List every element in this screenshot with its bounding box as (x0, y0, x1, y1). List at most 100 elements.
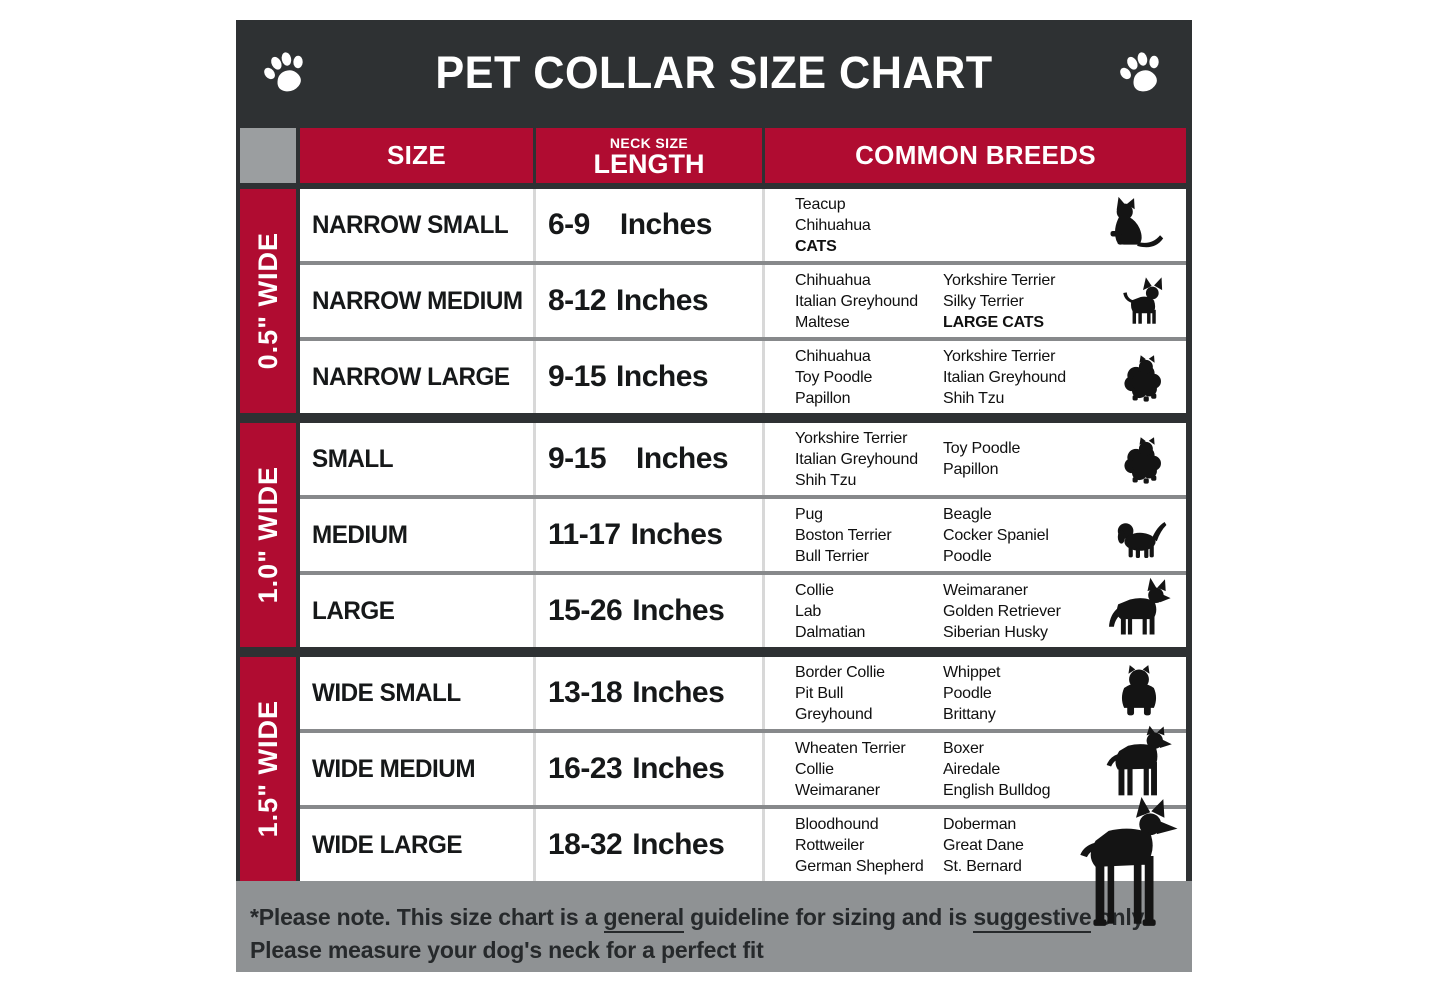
chart-board: PET COLLAR SIZE CHART SIZE NECK SIZE LEN… (236, 20, 1192, 972)
breed-name: Siberian Husky (943, 623, 1048, 641)
breed-name: Weimaraner (943, 581, 1028, 599)
neck-unit: Inches (630, 518, 724, 551)
size-label: MEDIUM (312, 520, 408, 549)
breeds-cell: Border Collie Pit Bull Greyhound Whippet Poo… (762, 657, 1186, 729)
breed-name: Dalmatian (795, 623, 866, 641)
breeds-cell: Teacup Chihuahua CATS (762, 189, 1186, 261)
size-column-header: SIZE (300, 128, 533, 183)
size-cell: NARROW LARGE (300, 341, 533, 413)
table-body: 0.5" WIDE NARROW SMALL 6-9 Inches Teacup Chih… (236, 189, 1192, 926)
group-rows: NARROW SMALL 6-9 Inches Teacup Chihuahua CATS… (300, 189, 1186, 413)
size-label: WIDE SMALL (312, 678, 461, 707)
table-row: NARROW LARGE 9-15 Inches Chihuahua Toy Poodl… (300, 337, 1186, 413)
neck-range: 15-26 (548, 594, 623, 627)
neck-length-cell: 6-9 Inches (533, 189, 762, 261)
breed-name: German Shepherd (795, 857, 924, 875)
neck-unit: Inches (632, 752, 725, 785)
size-label: SMALL (312, 444, 394, 473)
size-cell: WIDE MEDIUM (300, 733, 533, 805)
table-row: WIDE SMALL 13-18 Inches Border Collie Pit Bu… (300, 657, 1186, 729)
size-label: LARGE (312, 596, 395, 625)
breed-name: Chihuahua (795, 271, 871, 289)
neck-unit: Inches (616, 284, 709, 317)
size-cell: SMALL (300, 423, 533, 495)
size-label: NARROW LARGE (312, 362, 510, 391)
width-label-strip: 1.0" WIDE (240, 423, 300, 647)
table-row: WIDE LARGE 18-32 Inches Bloodhound Rottweile… (300, 797, 1186, 926)
breed-name: Lab (795, 602, 822, 620)
neck-length-cell: 15-26 Inches (533, 575, 762, 647)
table-row: NARROW SMALL 6-9 Inches Teacup Chihuahua CATS (300, 189, 1186, 261)
breeds-cell: Bloodhound Rottweiler German Shepherd Dober… (762, 797, 1186, 926)
table-row: LARGE 15-26 Inches Collie Lab Dalmatian Weimar… (300, 571, 1186, 647)
size-label: WIDE LARGE (312, 830, 463, 859)
breed-name: Great Dane (943, 836, 1024, 854)
table-row: NARROW MEDIUM 8-12 Inches Chihuahua Italian … (300, 261, 1186, 337)
breeds-cell: Pug Boston Terrier Bull Terrier Beagle Cocke… (762, 499, 1186, 571)
size-cell: MEDIUM (300, 499, 533, 571)
corner-cell (240, 128, 296, 183)
breeds-column: Border Collie Pit Bull Greyhound (795, 662, 943, 725)
width-group: 1.0" WIDE SMALL 9-15 Inches Yorkshire Terrie… (240, 423, 1186, 647)
width-label-strip: 1.5" WIDE (240, 657, 300, 881)
breed-name: Bloodhound (795, 815, 879, 833)
breed-name: CATS (795, 237, 837, 255)
width-label: 0.5" WIDE (252, 232, 283, 370)
breeds-column: Pug Boston Terrier Bull Terrier (795, 504, 943, 567)
breed-name: Shih Tzu (943, 389, 1005, 407)
chihuahua-icon (1114, 275, 1172, 333)
size-cell: WIDE SMALL (300, 657, 533, 729)
breed-name: Rottweiler (795, 836, 865, 854)
breeds-column: Beagle Cocker Spaniel Poodle (943, 504, 1049, 567)
width-label: 1.0" WIDE (252, 466, 283, 604)
breed-name: Chihuahua (795, 216, 871, 234)
breeds-column: Whippet Poodle Brittany (943, 662, 1000, 725)
neck-size-length-column-header: NECK SIZE LENGTH (536, 128, 762, 183)
footer-text-segment: guideline for sizing and is (683, 904, 974, 930)
width-group: 0.5" WIDE NARROW SMALL 6-9 Inches Teacup Chih… (240, 189, 1186, 413)
breed-name: Golden Retriever (943, 602, 1061, 620)
breed-name: Papillon (943, 461, 999, 478)
footer-underlined-word: general (603, 904, 684, 933)
width-group: 1.5" WIDE WIDE SMALL 13-18 Inches Border Col… (240, 657, 1186, 926)
breed-name: Cocker Spaniel (943, 526, 1049, 544)
breeds-cell: Chihuahua Italian Greyhound Maltese Yorkshi… (762, 265, 1186, 337)
size-label: NARROW SMALL (312, 210, 509, 239)
neck-unit: Inches (636, 442, 729, 475)
breeds-cell: Collie Lab Dalmatian Weimaraner Golden Retri… (762, 575, 1186, 647)
neck-length-cell: 9-15 Inches (533, 423, 762, 495)
neck-unit: Inches (616, 360, 709, 393)
neck-length-cell: 8-12 Inches (533, 265, 762, 337)
puppy-icon (1102, 507, 1178, 567)
breeds-cell: Yorkshire Terrier Italian Greyhound Shih T… (762, 423, 1186, 495)
common-breeds-column-header: COMMON BREEDS (765, 128, 1186, 183)
neck-length-cell: 13-18 Inches (533, 657, 762, 729)
breed-name: Maltese (795, 313, 850, 331)
breed-name: Wheaten Terrier (795, 739, 906, 757)
breeds-column: Yorkshire Terrier Italian Greyhound Shih T… (943, 346, 1066, 409)
breed-name: Pug (795, 505, 823, 523)
breed-name: Papillon (795, 389, 851, 407)
doberman-icon (1068, 797, 1180, 939)
size-cell: NARROW SMALL (300, 189, 533, 261)
breed-name: Pit Bull (795, 684, 844, 702)
breed-name: Collie (795, 760, 834, 778)
breeds-column: Bloodhound Rottweiler German Shepherd (795, 814, 943, 877)
neck-length-cell: 16-23 Inches (533, 733, 762, 805)
footer-note-line-1: *Please note. This size chart is a gener… (250, 901, 1172, 934)
neck-range: 6-9 (548, 208, 590, 241)
group-rows: WIDE SMALL 13-18 Inches Border Collie Pit Bu… (300, 657, 1186, 926)
breed-name: Boxer (943, 739, 984, 757)
breeds-column: Chihuahua Toy Poodle Papillon (795, 346, 943, 409)
width-label-strip: 0.5" WIDE (240, 189, 300, 413)
size-cell: WIDE LARGE (300, 809, 533, 881)
breeds-column: Yorkshire Terrier Silky Terrier LARGE CATS (943, 270, 1055, 333)
breeds-cell: Chihuahua Toy Poodle Papillon Yorkshire Ter… (762, 341, 1186, 413)
neck-size-header-label: NECK SIZE (609, 134, 689, 151)
size-cell: LARGE (300, 575, 533, 647)
table-row: WIDE MEDIUM 16-23 Inches Wheaten Terrier Col… (300, 725, 1186, 805)
footer-note: *Please note. This size chart is a gener… (236, 881, 1192, 972)
breed-name: Italian Greyhound (795, 292, 918, 310)
breeds-column: Chihuahua Italian Greyhound Maltese (795, 270, 943, 333)
